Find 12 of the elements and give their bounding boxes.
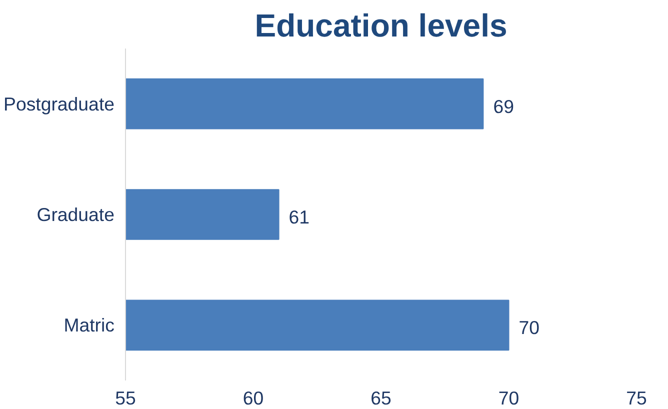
x-tick-label: 75 [626,388,647,408]
x-tick-label: 70 [498,388,520,408]
data-label: 61 [288,206,310,228]
x-tick-label: 55 [115,388,136,408]
chart-title: Education levels [254,8,508,44]
x-tick-label: 60 [242,388,264,408]
y-tick-label: Graduate [36,204,115,225]
y-tick-label: Postgraduate [4,93,115,114]
x-tick-label: 65 [370,388,392,408]
data-label: 69 [493,96,514,117]
data-label: 70 [518,317,540,338]
y-tick-label: Matric [64,314,115,336]
